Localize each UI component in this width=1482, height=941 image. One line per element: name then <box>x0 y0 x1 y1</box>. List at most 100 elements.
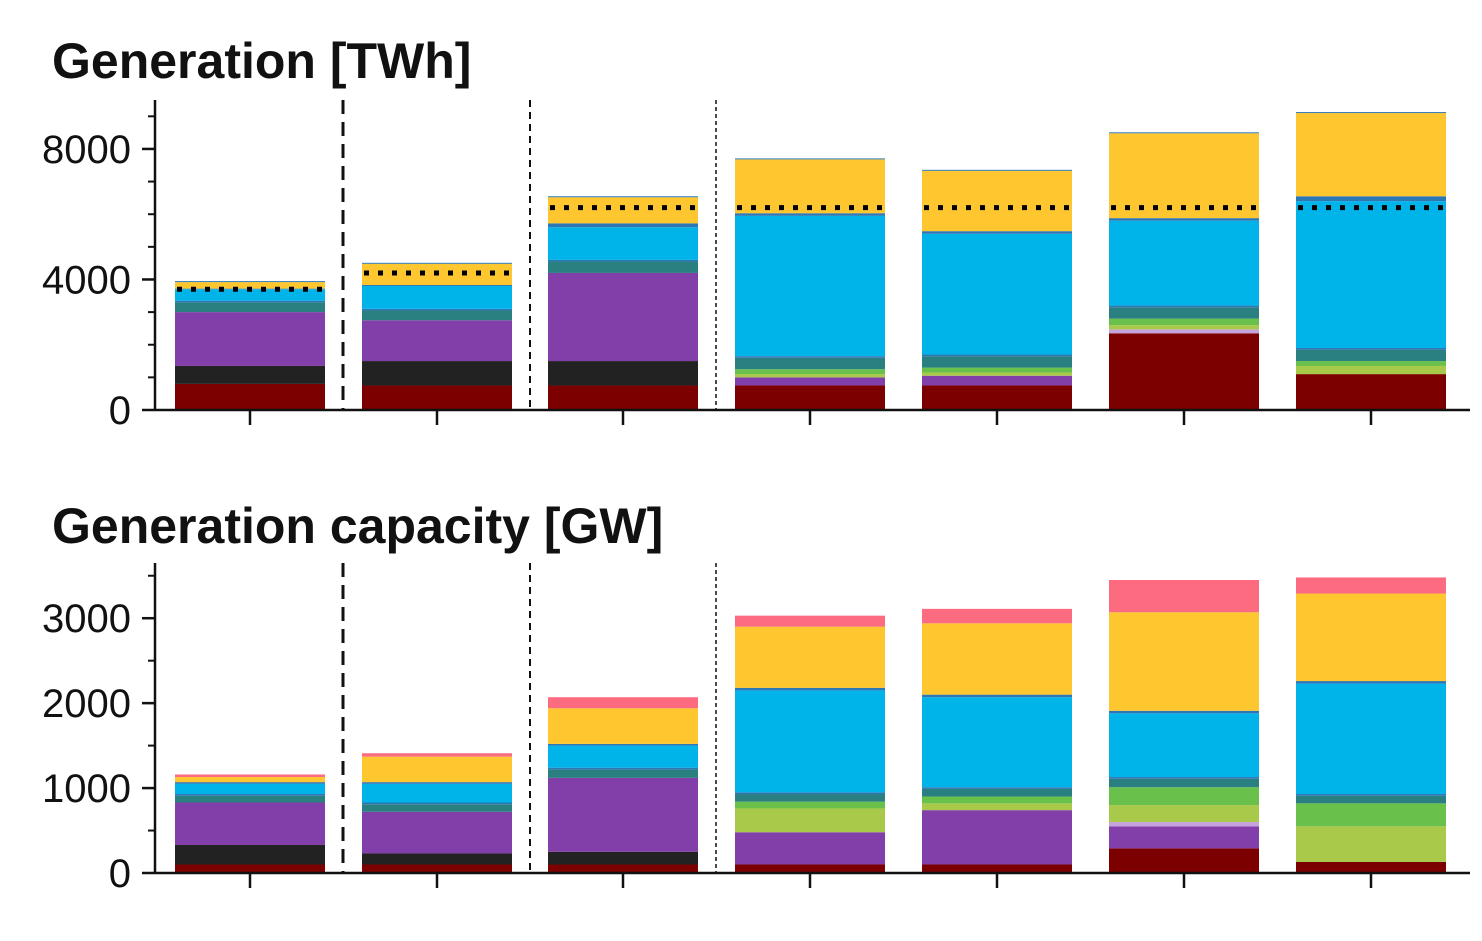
capacity-segment-black <box>175 844 325 865</box>
capacity-bar-5 <box>922 608 1072 873</box>
capacity-segment-yellow <box>548 708 698 744</box>
capacity-segment-yellow-green <box>1296 826 1446 862</box>
generation-segment-yellow-green <box>735 374 885 378</box>
capacity-bar-6 <box>1109 579 1259 873</box>
generation-segment-teal <box>1109 307 1259 319</box>
capacity-segment-dark-red <box>735 864 885 873</box>
generation-segment-black <box>175 365 325 384</box>
generation-segment-thin-top <box>1296 112 1446 114</box>
generation-segment-yellow-green <box>1296 365 1446 375</box>
capacity-segment-dark-red <box>175 864 325 873</box>
generation-segment-teal <box>548 261 698 273</box>
generation-segment-yellow-green <box>922 372 1072 376</box>
generation-y-tick-label: 0 <box>109 389 131 433</box>
generation-segment-teal <box>362 310 512 321</box>
capacity-panel: Generation capacity [GW] 0 1000 2000 3000 <box>42 498 1470 896</box>
capacity-title: Generation capacity [GW] <box>52 498 663 554</box>
capacity-segment-cyan <box>1109 713 1259 778</box>
capacity-segment-teal <box>175 795 325 803</box>
capacity-segment-steel-blue-2 <box>735 687 885 691</box>
generation-axes: 0 4000 8000 <box>42 100 1470 433</box>
generation-segment-teal <box>175 302 325 313</box>
generation-segment-yellow <box>175 282 325 289</box>
generation-segment-teal <box>922 356 1072 368</box>
capacity-y-tick-label: 3000 <box>42 597 131 641</box>
generation-segment-yellow <box>922 170 1072 232</box>
capacity-segment-cyan <box>735 690 885 793</box>
capacity-segment-cyan <box>362 783 512 803</box>
capacity-segment-purple <box>922 810 1072 865</box>
generation-segment-lilac <box>1109 329 1259 334</box>
generation-segment-steel-blue <box>1296 348 1446 350</box>
capacity-separators <box>341 563 717 873</box>
generation-panel: Generation [TWh] 0 4000 8000 <box>42 33 1470 433</box>
generation-segment-steel-blue-2 <box>548 223 698 228</box>
generation-title: Generation [TWh] <box>52 33 471 89</box>
generation-segment-green <box>922 367 1072 373</box>
capacity-segment-yellow <box>362 756 512 783</box>
generation-segment-cyan <box>922 233 1072 355</box>
generation-segment-dark-red <box>175 383 325 410</box>
capacity-segment-steel-blue-2 <box>548 743 698 746</box>
capacity-segment-black <box>362 853 512 865</box>
capacity-segment-yellow <box>1296 593 1446 682</box>
capacity-segment-cyan <box>175 783 325 795</box>
capacity-segment-teal <box>548 769 698 778</box>
capacity-y-tick-label: 2000 <box>42 682 131 726</box>
capacity-segment-pink <box>735 615 885 627</box>
capacity-segment-steel-blue <box>922 787 1072 789</box>
generation-segment-cyan <box>1109 220 1259 306</box>
capacity-bar-3 <box>548 697 698 873</box>
generation-segment-steel-blue <box>1109 305 1259 308</box>
generation-segment-steel-blue <box>922 354 1072 357</box>
capacity-segment-yellow-green <box>1109 805 1259 823</box>
generation-segment-yellow-green <box>1109 325 1259 330</box>
generation-bars <box>175 112 1446 410</box>
generation-segment-yellow <box>1109 133 1259 219</box>
capacity-segment-pink <box>1296 577 1446 594</box>
generation-segment-thin-top <box>1109 132 1259 134</box>
capacity-segment-teal <box>922 788 1072 797</box>
capacity-segment-purple <box>548 777 698 852</box>
capacity-segment-yellow <box>175 777 325 783</box>
generation-segment-purple <box>735 377 885 386</box>
generation-segment-thin-top <box>735 158 885 160</box>
generation-bar-7 <box>1296 112 1446 410</box>
generation-segment-yellow <box>735 159 885 214</box>
capacity-y-tick-label: 1000 <box>42 767 131 811</box>
capacity-segment-dark-red <box>922 864 1072 873</box>
capacity-segment-cyan <box>1296 683 1446 795</box>
capacity-axes: 0 1000 2000 3000 <box>42 563 1470 896</box>
generation-segment-dark-red <box>362 385 512 410</box>
capacity-segment-pink <box>362 753 512 757</box>
generation-reference-line <box>177 205 1444 292</box>
generation-segment-thin-top <box>548 196 698 198</box>
capacity-segment-steel-blue <box>1109 777 1259 779</box>
generation-bar-3 <box>548 196 698 410</box>
generation-bar-2 <box>362 262 512 410</box>
capacity-segment-pink <box>1109 579 1259 613</box>
capacity-segment-pink <box>922 608 1072 624</box>
generation-segment-dark-red <box>735 385 885 410</box>
generation-bar-5 <box>922 169 1072 410</box>
capacity-segment-green <box>1109 787 1259 806</box>
capacity-segment-lilac <box>1109 822 1259 827</box>
capacity-segment-teal <box>362 804 512 812</box>
generation-segment-dark-red <box>548 385 698 410</box>
capacity-segment-purple <box>735 832 885 865</box>
capacity-segment-dark-red <box>362 864 512 873</box>
generation-segment-cyan <box>175 289 325 301</box>
capacity-segment-steel-blue-2 <box>1296 681 1446 684</box>
capacity-segment-steel-blue <box>735 792 885 795</box>
generation-segment-purple <box>922 375 1072 386</box>
capacity-segment-steel-blue <box>175 794 325 796</box>
generation-segment-yellow <box>548 197 698 224</box>
generation-segment-green <box>1296 361 1446 366</box>
capacity-segment-steel-blue <box>1296 794 1446 796</box>
capacity-segment-steel-blue-2 <box>922 694 1072 698</box>
capacity-segment-teal <box>1296 795 1446 804</box>
generation-segment-steel-blue-2 <box>362 285 512 286</box>
generation-bar-4 <box>735 158 885 410</box>
capacity-segment-steel-blue-2 <box>362 782 512 784</box>
